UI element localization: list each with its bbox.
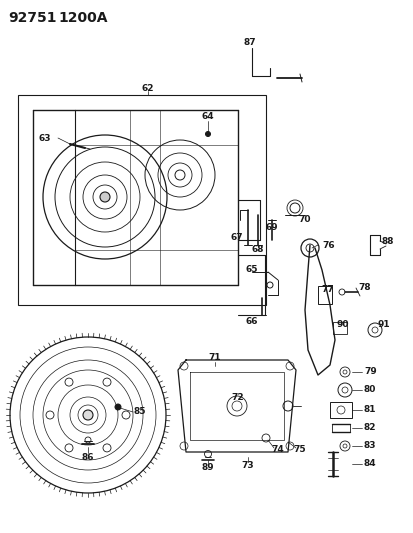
Text: 77: 77: [321, 286, 334, 295]
Text: 86: 86: [81, 454, 94, 463]
Bar: [18, 95, 266, 305]
Bar: [317, 286, 331, 304]
Text: 92751: 92751: [8, 11, 56, 25]
Text: 90: 90: [336, 320, 349, 329]
Text: 70: 70: [298, 215, 311, 224]
Text: 82: 82: [363, 424, 375, 432]
Text: 89: 89: [201, 464, 214, 472]
Circle shape: [115, 404, 121, 410]
Text: 83: 83: [363, 441, 375, 450]
Text: 91: 91: [377, 320, 390, 329]
Text: 67: 67: [230, 232, 243, 241]
Text: 73: 73: [241, 462, 254, 471]
Text: 69: 69: [265, 223, 278, 232]
Text: 62: 62: [141, 84, 154, 93]
Text: 66: 66: [245, 318, 258, 327]
Text: 78: 78: [357, 284, 370, 293]
Text: 68: 68: [251, 246, 263, 254]
Text: 74: 74: [271, 446, 284, 455]
Text: 71: 71: [208, 353, 221, 362]
Text: 72: 72: [231, 393, 244, 402]
Text: 81: 81: [363, 406, 375, 415]
Circle shape: [205, 132, 210, 136]
Circle shape: [100, 192, 110, 202]
Text: 1200A: 1200A: [58, 11, 107, 25]
Text: 76: 76: [321, 240, 334, 249]
Text: 63: 63: [39, 133, 51, 142]
Text: 75: 75: [293, 446, 306, 455]
Bar: [329, 402, 351, 418]
Text: 79: 79: [363, 367, 376, 376]
Text: 64: 64: [201, 111, 214, 120]
Text: 85: 85: [133, 408, 146, 416]
Text: 87: 87: [243, 37, 256, 46]
Circle shape: [83, 410, 93, 420]
Text: 88: 88: [381, 238, 393, 246]
Text: 65: 65: [245, 265, 258, 274]
Text: 84: 84: [363, 459, 376, 469]
Text: 80: 80: [363, 385, 375, 394]
Bar: [332, 322, 346, 334]
